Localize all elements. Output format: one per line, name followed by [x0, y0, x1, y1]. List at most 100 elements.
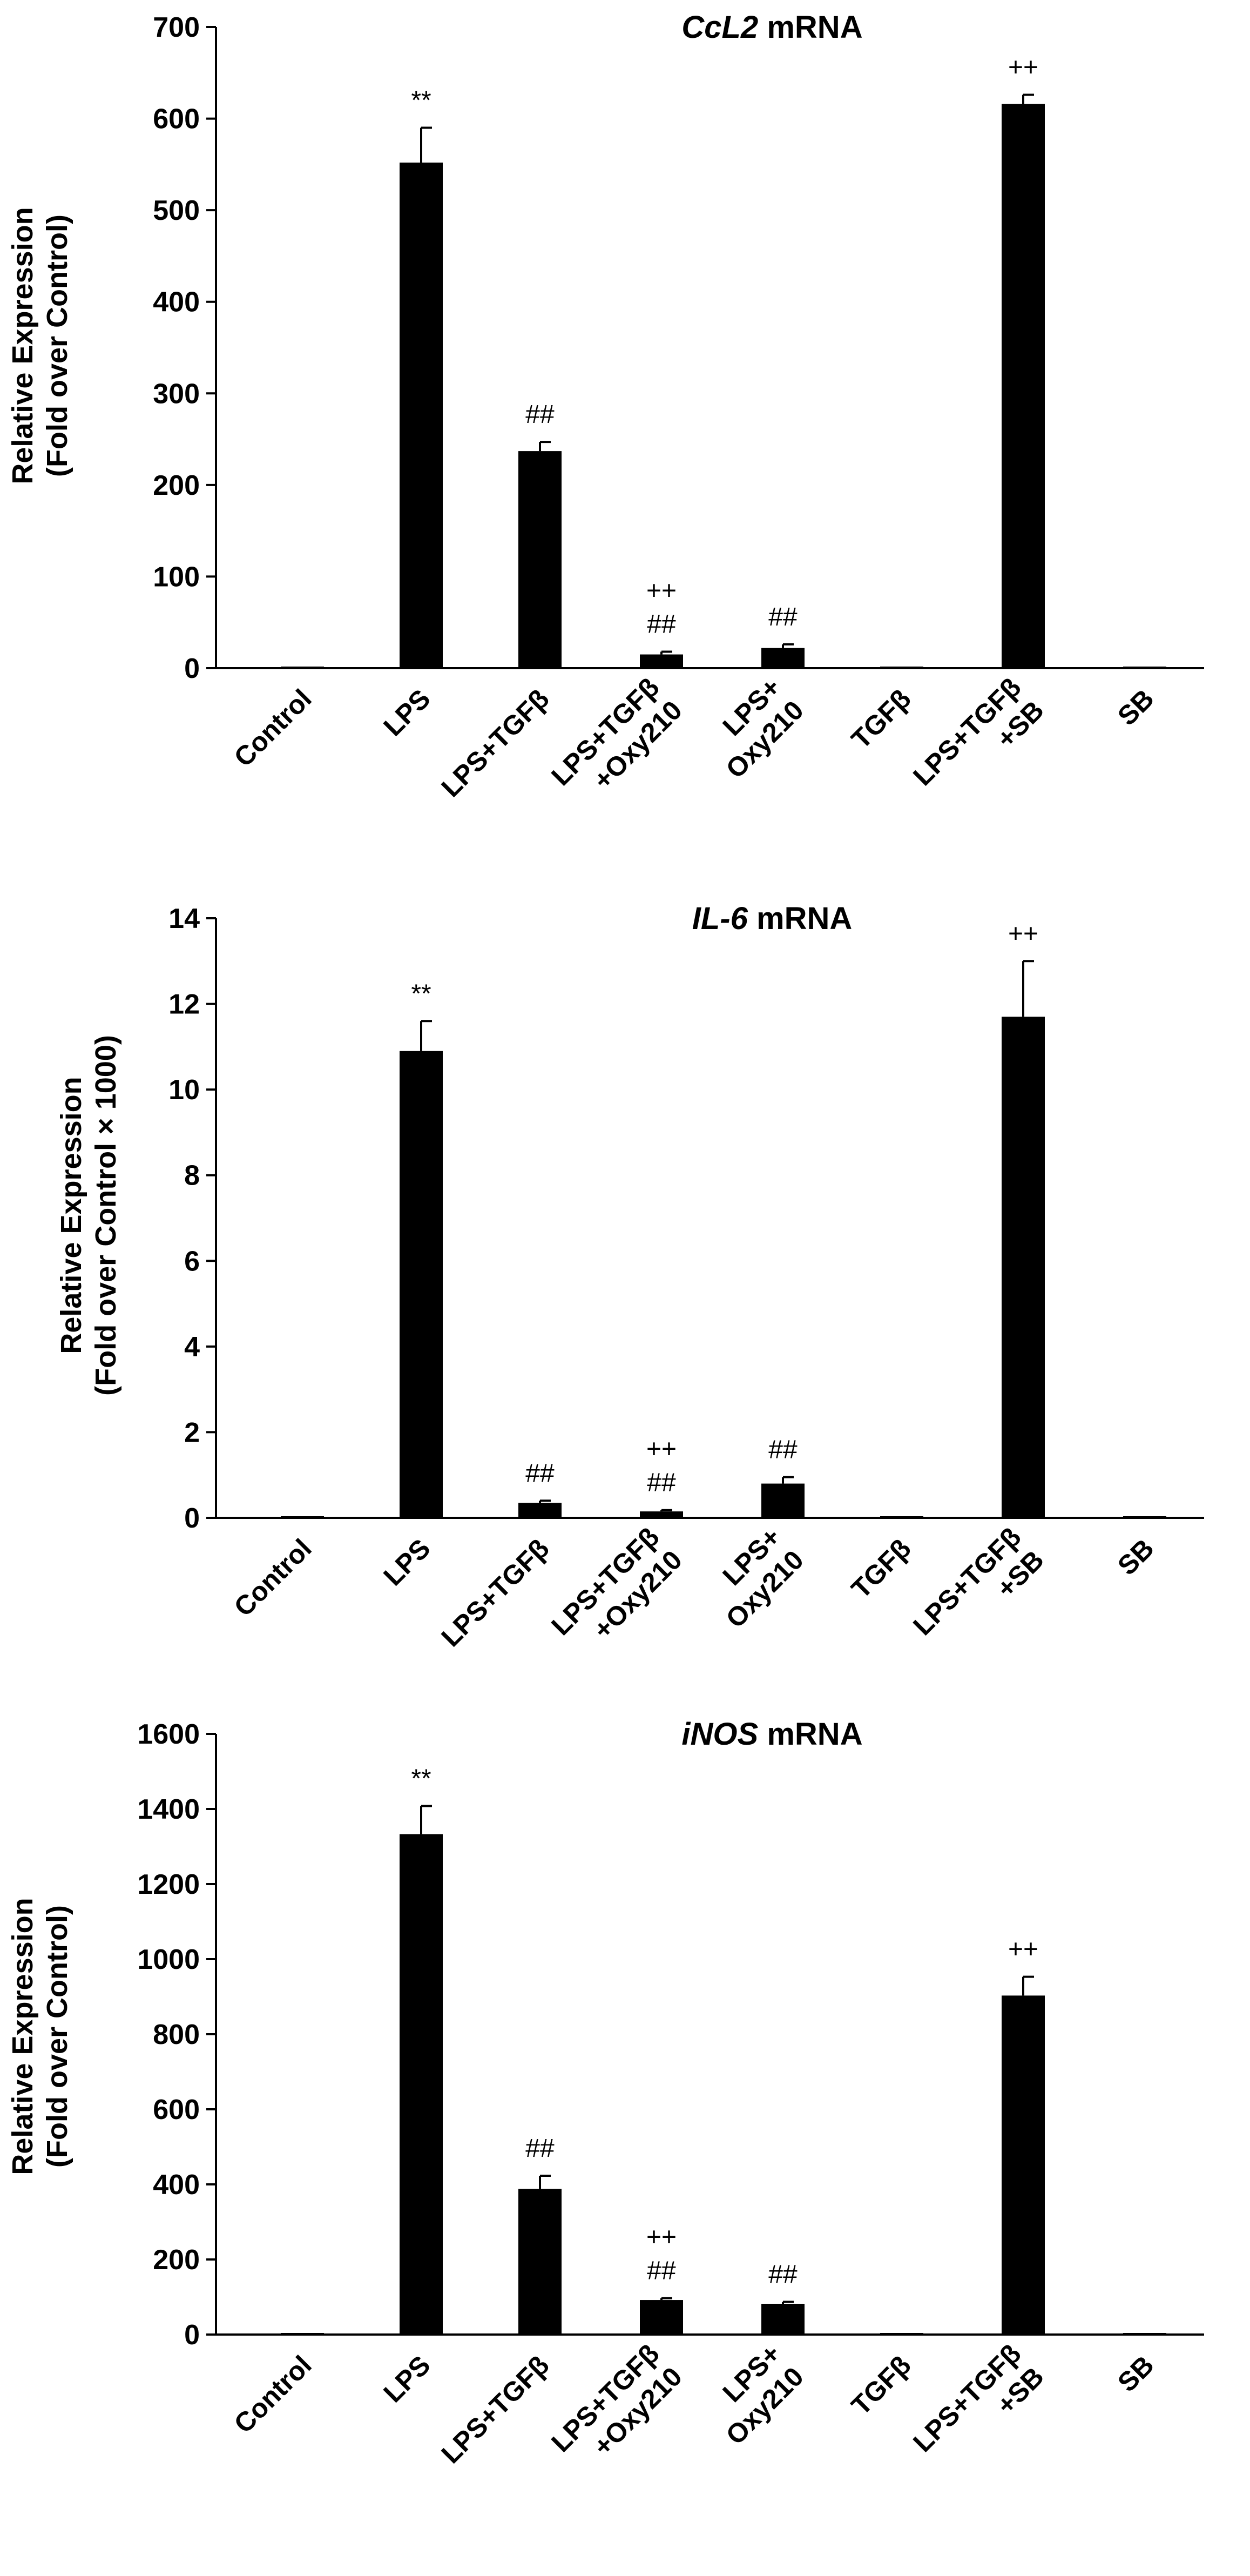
y-tick-label: 200 [153, 2244, 200, 2276]
x-category-label: LPS+TGFβ [435, 683, 555, 803]
y-tick-label: 300 [153, 378, 200, 409]
y-tick-label: 100 [153, 561, 200, 593]
y-tick-label: 1000 [137, 1944, 200, 1975]
x-category-label-line: LPS+TGFβ [435, 1533, 555, 1652]
significance-marker: ## [525, 1459, 555, 1488]
bar [880, 1516, 923, 1518]
bar [400, 162, 443, 669]
chart-panel-ccl2: 0 100 200 300 400 500 600 700 Relative Expressio… [6, 10, 1204, 815]
y-tick-label: 400 [153, 2169, 200, 2201]
bar [761, 648, 805, 668]
y-axis-label: Relative Expression(Fold over Control) [6, 207, 73, 484]
x-category-label-line: TGFβ [846, 2350, 917, 2421]
x-category-label-line: LPS [377, 1533, 436, 1591]
x-category-label: LPS [377, 683, 436, 742]
bar [518, 451, 562, 668]
y-tick-label: 0 [184, 653, 200, 684]
chart-title-gene: IL-6 [692, 901, 748, 936]
bar [640, 2300, 683, 2335]
bar [281, 2333, 324, 2335]
bar [880, 2333, 923, 2335]
x-category-label-line: Control [228, 1533, 317, 1622]
x-category-label: LPS+Oxy210 [697, 1522, 809, 1634]
significance-marker: ++ [1008, 1935, 1038, 1964]
y-axis-label-line: (Fold over Control) [41, 214, 73, 477]
x-category-label: SB [1112, 2350, 1160, 2398]
x-category-label: LPS+TGFβ+SB [907, 2338, 1050, 2481]
x-category-label: TGFβ [846, 683, 917, 755]
x-category-label-line: LPS [377, 683, 436, 742]
y-axis-label-line: Relative Expression [55, 1077, 87, 1354]
bar [640, 654, 683, 668]
significance-marker: ## [525, 400, 555, 429]
chart-title-gene: CcL2 [681, 10, 758, 45]
y-axis-label: Relative Expression(Fold over Control × … [55, 1035, 122, 1396]
x-category-label: SB [1112, 1533, 1160, 1581]
chart-panel-il6: 0 2 4 6 8 10 12 14 Relative Expression(Fold over… [55, 901, 1204, 1664]
x-category-label: LPS+TGFβ+Oxy210 [545, 1522, 688, 1664]
x-category-label: LPS+TGFβ [435, 1533, 555, 1652]
significance-marker: ## [647, 1469, 676, 1497]
y-tick-label: 600 [153, 2094, 200, 2126]
x-category-label-line: SB [1112, 683, 1160, 731]
x-category-label-line: LPS [377, 2350, 436, 2408]
significance-marker: ** [411, 86, 431, 115]
y-axis-label-line: (Fold over Control × 1000) [90, 1035, 122, 1396]
significance-marker: ++ [646, 576, 677, 605]
x-category-label-line: Control [228, 683, 317, 772]
bar [400, 1051, 443, 1518]
bar [281, 667, 324, 668]
y-tick-label: 400 [153, 287, 200, 318]
bar [1123, 1516, 1166, 1518]
bar [1002, 104, 1045, 669]
x-category-label: Control [228, 683, 317, 772]
x-category-label: TGFβ [846, 1533, 917, 1604]
x-category-label: LPS+Oxy210 [697, 2338, 809, 2451]
x-category-label: LPS+TGFβ+Oxy210 [545, 672, 688, 815]
x-category-label-line: TGFβ [846, 683, 917, 755]
x-category-label: LPS+TGFβ+Oxy210 [545, 2338, 688, 2481]
y-tick-label: 6 [184, 1246, 200, 1277]
x-category-label: LPS+TGFβ+SB [907, 1522, 1050, 1664]
x-category-label-line: SB [1112, 2350, 1160, 2398]
chart-panel-inos: 0 200 400 600 800 1000 1200 1400 1600 Relative Ex… [6, 1717, 1204, 2481]
chart-title-suffix: mRNA [758, 1717, 862, 1752]
significance-marker: ## [647, 610, 676, 638]
x-category-label: LPS [377, 1533, 436, 1591]
y-axis-label-line: (Fold over Control) [41, 1905, 73, 2168]
x-category-label: Control [228, 2350, 317, 2439]
x-category-label: LPS+TGFβ [435, 2350, 555, 2469]
significance-marker: ** [411, 979, 431, 1008]
significance-marker: ++ [646, 2223, 677, 2252]
bar [1123, 2333, 1166, 2335]
bar [400, 1834, 443, 2335]
x-category-label: LPS+TGFβ+SB [907, 672, 1050, 815]
chart-title: CcL2 mRNA [681, 10, 862, 45]
y-tick-label: 1400 [137, 1794, 200, 1825]
significance-marker: ** [411, 1764, 431, 1793]
significance-marker: ## [647, 2257, 676, 2285]
y-tick-label: 1600 [137, 1719, 200, 1750]
x-category-label: TGFβ [846, 2350, 917, 2421]
chart-title: iNOS mRNA [681, 1717, 862, 1752]
significance-marker: ## [768, 603, 798, 631]
y-axis-label: Relative Expression(Fold over Control) [6, 1898, 73, 2175]
x-category-label: Control [228, 1533, 317, 1622]
significance-marker: ## [525, 2134, 555, 2163]
significance-marker: ++ [646, 1435, 677, 1464]
y-axis-label-line: Relative Expression [6, 1898, 39, 2175]
y-tick-label: 10 [168, 1074, 200, 1106]
y-tick-label: 2 [184, 1417, 200, 1448]
bar [1123, 667, 1166, 668]
y-tick-label: 12 [168, 989, 200, 1020]
bar [518, 1503, 562, 1518]
y-tick-label: 8 [184, 1160, 200, 1192]
significance-marker: ## [768, 1436, 798, 1464]
x-category-label: LPS+Oxy210 [697, 672, 809, 784]
y-tick-label: 500 [153, 195, 200, 226]
chart-title-suffix: mRNA [748, 901, 852, 936]
y-tick-label: 0 [184, 2319, 200, 2351]
y-tick-label: 14 [168, 903, 200, 934]
y-tick-label: 1200 [137, 1869, 200, 1900]
